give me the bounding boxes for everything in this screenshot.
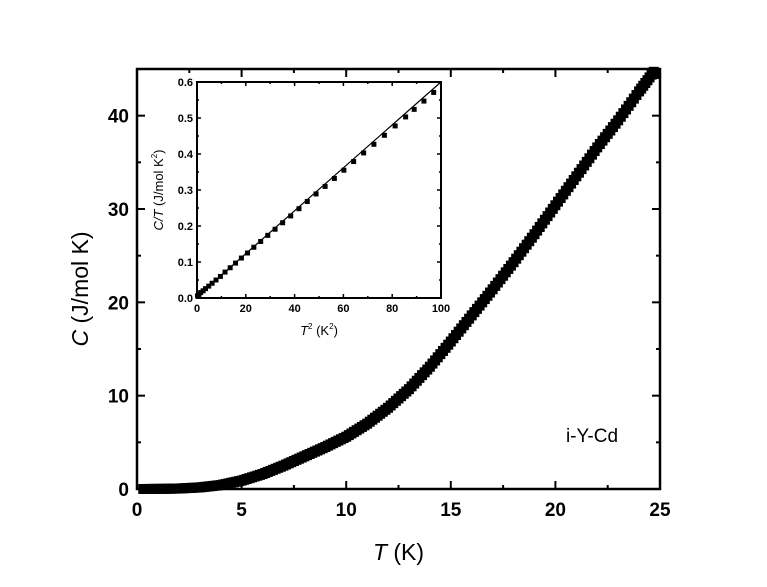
y-tick-label: 40: [108, 107, 129, 128]
inset-y-tick-label: 0.0: [178, 293, 193, 305]
inset-y-tick-label: 0.6: [178, 77, 193, 89]
inset-y-tick-label: 0.2: [178, 221, 193, 233]
x-tick-label: 10: [336, 500, 357, 521]
y-axis-title: C (J/mol K): [67, 231, 93, 346]
inset-x-axis: 0 20 40 60 80 100: [194, 82, 450, 315]
main-x-axis: 0 5 10 15 20 25: [132, 69, 671, 521]
main-plot: 0 5 10 15 20 25 0 10 20 30 40 T (K) C (J/mol K) i-Y-C…: [67, 66, 671, 565]
inset-x-axis-title: T2 (K2): [300, 322, 338, 338]
x-tick-label: 20: [545, 500, 566, 521]
inset-y-tick-label: 0.1: [178, 257, 193, 269]
sample-label: i-Y-Cd: [566, 426, 618, 447]
inset-x-tick-label: 100: [432, 303, 450, 315]
inset-plot: 0 20 40 60 80 100 0.0 0.1 0.2 0.3 0.4 0.5 0.6 T2 (K2)…: [150, 77, 450, 338]
main-y-axis: 0 10 20 30 40: [108, 107, 660, 501]
inset-y-tick-label: 0.5: [178, 113, 193, 125]
y-tick-label: 20: [108, 293, 129, 314]
inset-y-tick-label: 0.3: [178, 185, 193, 197]
inset-y-axis: 0.0 0.1 0.2 0.3 0.4 0.5 0.6: [178, 77, 441, 305]
y-tick-label: 30: [108, 200, 129, 221]
inset-y-tick-label: 0.4: [178, 149, 194, 161]
x-tick-label: 25: [649, 500, 671, 521]
inset-x-tick-label: 40: [288, 303, 300, 315]
x-tick-label: 5: [236, 500, 247, 521]
y-tick-label: 10: [108, 387, 129, 408]
x-tick-label: 0: [132, 500, 143, 521]
inset-x-tick-label: 0: [194, 303, 200, 315]
inset-x-tick-label: 80: [386, 303, 398, 315]
inset-x-tick-label: 60: [337, 303, 349, 315]
x-tick-label: 15: [440, 500, 462, 521]
inset-y-axis-title: C/T (J/mol K2): [150, 149, 166, 230]
y-tick-label: 0: [118, 480, 129, 501]
inset-x-tick-label: 20: [240, 303, 252, 315]
x-axis-title: T (K): [373, 539, 424, 565]
